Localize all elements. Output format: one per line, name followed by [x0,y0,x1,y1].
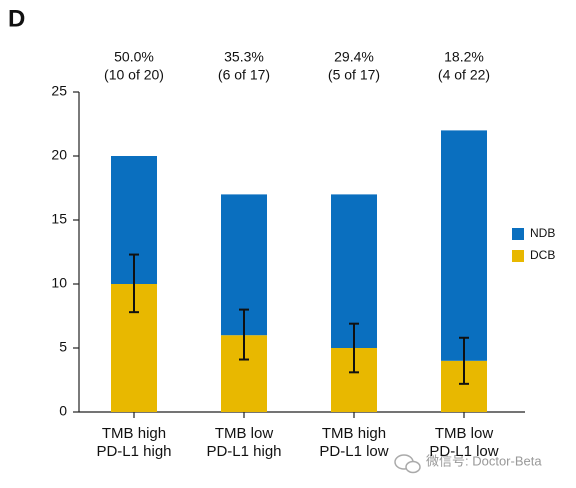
top-label: 29.4% [334,49,374,65]
x-tick-label: TMB low [435,425,494,442]
top-label: 35.3% [224,49,264,65]
top-label: (6 of 17) [218,67,270,83]
error-bar [349,322,359,374]
watermark-icon [394,454,421,474]
x-tick-label: TMB high [102,425,166,442]
x-tick-label: PD-L1 low [319,443,388,460]
error-bar [459,336,469,385]
top-label: (4 of 22) [438,67,490,83]
bar [331,194,377,348]
top-label: 18.2% [444,49,484,65]
legend-label: DCB [530,248,555,262]
top-label: (10 of 20) [104,67,164,83]
legend-swatch [512,250,524,262]
y-tick-label: 15 [51,211,67,227]
y-tick-label: 5 [59,339,67,355]
legend-label: NDB [530,226,555,240]
y-tick-label: 10 [51,275,67,291]
panel-label: D [8,5,25,32]
top-label: 50.0% [114,49,154,65]
x-tick-label: TMB high [322,425,386,442]
watermark: 微信号: Doctor-Beta [426,453,542,468]
x-tick-label: PD-L1 high [96,443,171,460]
y-tick-label: 0 [59,403,67,419]
top-label: (5 of 17) [328,67,380,83]
x-tick-label: TMB low [215,425,274,442]
legend-swatch [512,228,524,240]
x-tick-label: PD-L1 low [429,443,498,460]
error-bar [239,308,249,361]
x-tick-label: PD-L1 high [206,443,281,460]
error-bar [129,253,139,314]
y-tick-label: 20 [51,147,67,163]
y-tick-label: 25 [51,83,67,99]
bar [441,130,487,361]
